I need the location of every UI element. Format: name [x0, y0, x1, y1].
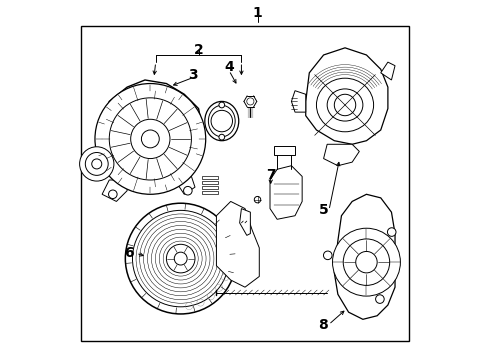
- Circle shape: [388, 228, 396, 237]
- Circle shape: [142, 130, 159, 148]
- Ellipse shape: [208, 105, 235, 137]
- Circle shape: [343, 239, 390, 285]
- Polygon shape: [334, 194, 395, 319]
- Bar: [81, 26, 409, 341]
- FancyBboxPatch shape: [202, 176, 218, 179]
- Circle shape: [79, 147, 114, 181]
- Circle shape: [333, 228, 400, 296]
- Polygon shape: [102, 180, 127, 202]
- Circle shape: [92, 159, 102, 169]
- Text: 3: 3: [188, 68, 198, 82]
- Polygon shape: [323, 144, 359, 166]
- Circle shape: [247, 98, 254, 105]
- Polygon shape: [270, 166, 302, 219]
- Polygon shape: [217, 202, 259, 287]
- Circle shape: [376, 295, 384, 303]
- Circle shape: [85, 153, 108, 175]
- Text: 4: 4: [224, 60, 234, 75]
- Circle shape: [95, 84, 206, 194]
- Text: 8: 8: [318, 318, 328, 332]
- Polygon shape: [240, 208, 250, 235]
- Text: 5: 5: [318, 203, 328, 217]
- Polygon shape: [381, 62, 395, 80]
- Circle shape: [334, 94, 356, 116]
- Bar: [273, 146, 295, 155]
- Ellipse shape: [205, 102, 239, 141]
- Text: 6: 6: [124, 246, 134, 260]
- Circle shape: [219, 102, 224, 108]
- Polygon shape: [177, 176, 195, 194]
- Circle shape: [254, 197, 261, 203]
- Circle shape: [174, 252, 187, 265]
- Circle shape: [109, 190, 117, 199]
- Circle shape: [323, 251, 332, 260]
- Ellipse shape: [327, 89, 363, 121]
- Polygon shape: [306, 48, 388, 144]
- Ellipse shape: [317, 78, 373, 132]
- Circle shape: [131, 119, 170, 158]
- Circle shape: [219, 134, 224, 140]
- FancyBboxPatch shape: [202, 191, 218, 194]
- Circle shape: [167, 244, 195, 273]
- Circle shape: [109, 98, 192, 180]
- Circle shape: [211, 111, 232, 132]
- FancyBboxPatch shape: [202, 181, 218, 184]
- Polygon shape: [292, 91, 306, 112]
- Circle shape: [132, 210, 229, 307]
- Text: 7: 7: [266, 168, 275, 182]
- Polygon shape: [102, 80, 202, 184]
- Text: 1: 1: [253, 6, 262, 20]
- Circle shape: [184, 186, 192, 195]
- Circle shape: [125, 203, 236, 314]
- Circle shape: [356, 251, 377, 273]
- Text: 2: 2: [194, 42, 203, 57]
- FancyBboxPatch shape: [202, 186, 218, 189]
